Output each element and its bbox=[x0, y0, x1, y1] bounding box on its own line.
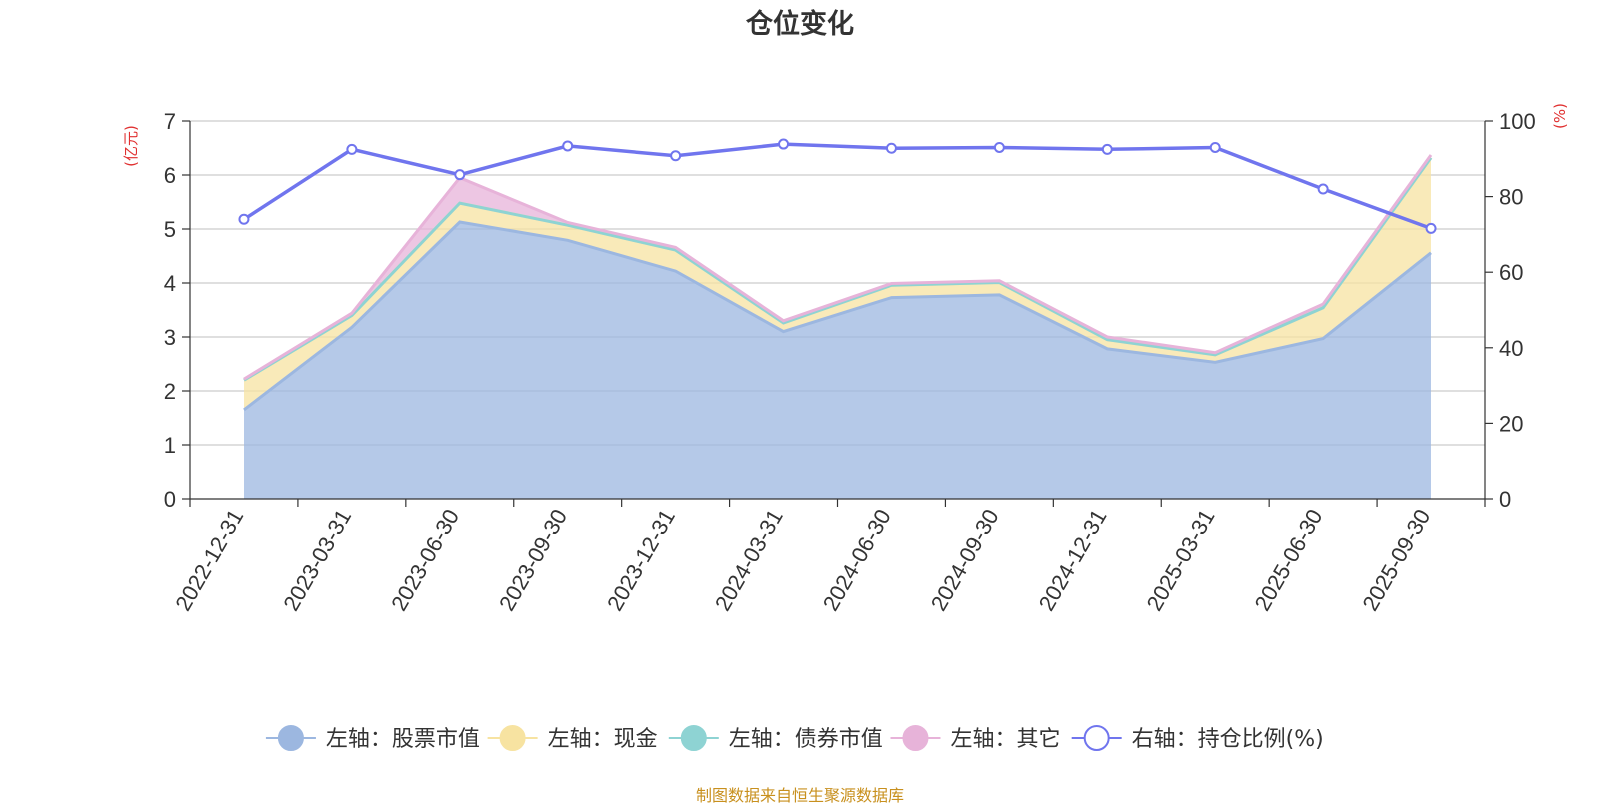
legend-label: 左轴：现金 bbox=[548, 727, 658, 752]
chart-title: 仓位变化 bbox=[745, 8, 854, 40]
ratio-point bbox=[885, 142, 897, 154]
legend-marker bbox=[1083, 725, 1110, 751]
left-tick-label: 3 bbox=[164, 325, 176, 350]
right-tick-label: 0 bbox=[1499, 487, 1511, 512]
x-tick-label: 2025-06-30 bbox=[1250, 505, 1328, 615]
right-axis-unit: (%) bbox=[1551, 103, 1569, 129]
legend-label: 左轴：债券市值 bbox=[729, 727, 883, 752]
x-tick-label: 2023-06-30 bbox=[386, 505, 464, 615]
legend: 左轴：股票市值 左轴：现金 左轴：债券市值 左轴：其它 右轴：持仓比例(%) bbox=[265, 725, 1324, 752]
ratio-point bbox=[1317, 183, 1329, 195]
x-tick-label: 2024-06-30 bbox=[818, 505, 896, 615]
legend-label: 左轴：股票市值 bbox=[326, 727, 480, 752]
area-series bbox=[244, 222, 1431, 499]
right-tick-label: 20 bbox=[1499, 411, 1523, 436]
ratio-point bbox=[454, 169, 466, 181]
x-tick-label: 2022-12-31 bbox=[170, 505, 248, 615]
ratio-point bbox=[1209, 141, 1221, 153]
x-tick-label: 2024-03-31 bbox=[710, 505, 788, 615]
right-tick-label: 40 bbox=[1499, 336, 1523, 361]
x-tick-label: 2023-03-31 bbox=[278, 505, 356, 615]
ratio-line-path bbox=[243, 142, 1432, 231]
ratio-point bbox=[1425, 222, 1437, 234]
area-series-edge bbox=[243, 220, 1432, 412]
x-tick-label: 2025-03-31 bbox=[1142, 505, 1220, 615]
ratio-point bbox=[1101, 143, 1113, 155]
right-tick-label: 80 bbox=[1499, 185, 1523, 210]
legend-marker bbox=[680, 725, 707, 751]
left-tick-label: 7 bbox=[164, 109, 176, 134]
source-note: 制图数据来自恒生聚源数据库 bbox=[695, 786, 904, 805]
right-tick-label: 60 bbox=[1499, 260, 1523, 285]
ratio-point bbox=[778, 138, 790, 150]
x-tick-label: 2024-09-30 bbox=[926, 505, 1004, 615]
left-tick-label: 2 bbox=[164, 379, 176, 404]
left-tick-label: 4 bbox=[164, 271, 176, 296]
right-tick-label: 100 bbox=[1499, 109, 1536, 134]
ratio-point bbox=[670, 150, 682, 162]
ratio-point bbox=[993, 141, 1005, 153]
ratio-line bbox=[238, 138, 1437, 234]
ratio-point bbox=[238, 213, 250, 225]
x-tick-label: 2023-12-31 bbox=[602, 505, 680, 615]
legend-marker bbox=[277, 725, 304, 751]
ratio-point bbox=[562, 140, 574, 152]
x-tick-label: 2023-09-30 bbox=[494, 505, 572, 615]
x-tick-label: 2025-09-30 bbox=[1357, 505, 1435, 615]
left-tick-label: 6 bbox=[164, 163, 176, 188]
area-series-edge bbox=[243, 154, 1433, 381]
ratio-point bbox=[346, 143, 358, 155]
legend-label: 左轴：其它 bbox=[950, 727, 1060, 752]
legend-marker bbox=[499, 725, 526, 751]
x-tick-label: 2024-12-31 bbox=[1034, 505, 1112, 615]
legend-label: 右轴：持仓比例(%) bbox=[1132, 727, 1324, 752]
left-axis-unit: (亿元) bbox=[122, 125, 140, 167]
left-tick-label: 1 bbox=[164, 433, 176, 458]
left-tick-label: 5 bbox=[164, 217, 176, 242]
left-tick-label: 0 bbox=[164, 487, 176, 512]
area-series-edge bbox=[243, 156, 1433, 382]
stacked-areas bbox=[243, 154, 1433, 499]
legend-marker bbox=[902, 725, 929, 751]
